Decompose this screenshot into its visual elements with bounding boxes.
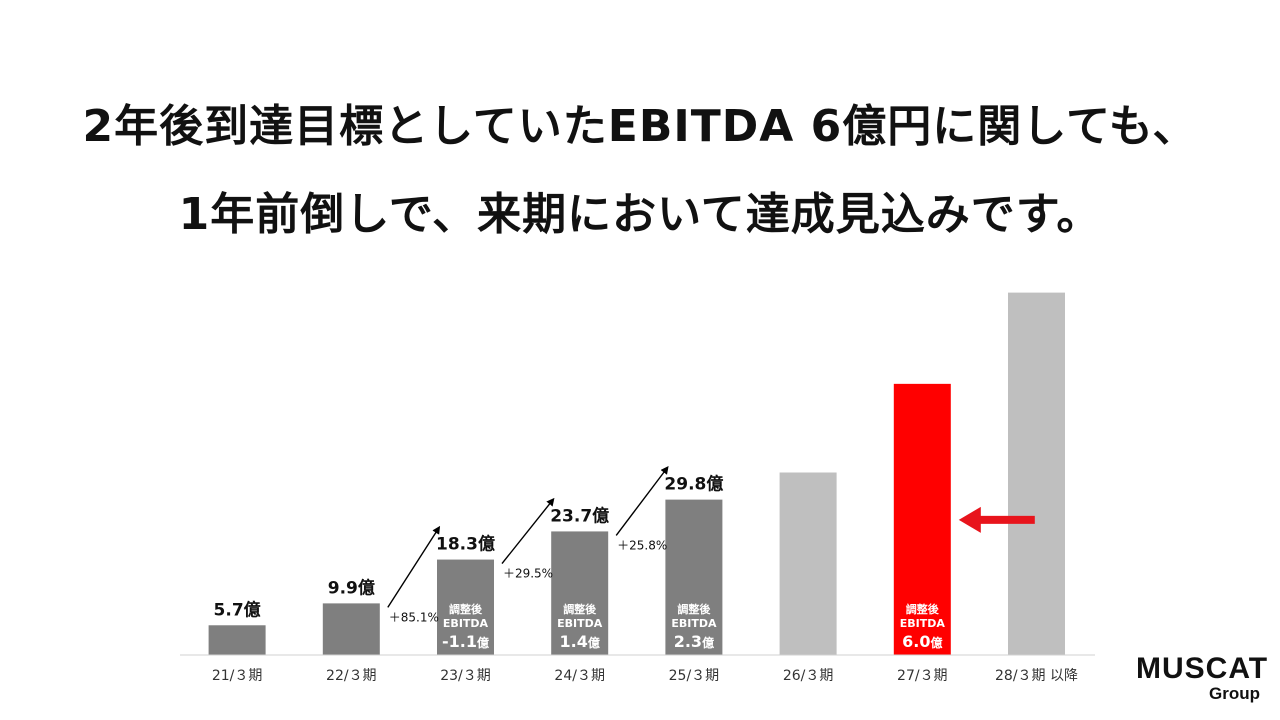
data-label: 29.8億 xyxy=(664,474,723,495)
logo-wordmark: MUSCAT xyxy=(1136,652,1269,685)
ebitda-value: -1.1億 xyxy=(442,632,489,651)
growth-label: ＋85.1% xyxy=(389,610,439,624)
highlight-arrow-shaft xyxy=(976,515,1035,524)
bar-21/３期 xyxy=(208,625,266,655)
growth-arrow xyxy=(501,497,555,565)
data-label: 23.7億 xyxy=(550,505,609,526)
growth-arrow xyxy=(387,525,441,608)
growth-arrow xyxy=(615,466,669,536)
highlight-arrow-head xyxy=(958,506,981,533)
ebitda-label-2: EBITDA xyxy=(671,617,717,630)
x-tick-label: 24/３期 xyxy=(554,668,605,684)
bar-28/３期 以降 xyxy=(1008,292,1065,655)
data-label: 9.9億 xyxy=(328,577,375,598)
muscat-group-logo: MUSCAT Group xyxy=(1136,652,1269,704)
x-tick-label: 22/３期 xyxy=(326,668,377,684)
data-label: 18.3億 xyxy=(436,534,495,555)
ebitda-label-1: 調整後 xyxy=(449,602,483,616)
growth-label: ＋29.5% xyxy=(503,567,553,581)
growth-label: ＋25.8% xyxy=(617,538,667,552)
x-tick-label: 25/３期 xyxy=(669,668,720,684)
bar-27/３期 xyxy=(893,383,951,655)
ebitda-value: 6.0億 xyxy=(902,632,942,651)
ebitda-value: 1.4億 xyxy=(560,632,600,651)
ebitda-label-1: 調整後 xyxy=(677,602,711,616)
bar-26/３期 xyxy=(779,472,837,655)
bar-23/３期 xyxy=(437,559,494,655)
bar-24/３期 xyxy=(551,531,609,655)
bar-25/３期 xyxy=(665,499,723,655)
x-tick-label: 26/３期 xyxy=(783,668,834,684)
ebitda-label-2: EBITDA xyxy=(900,617,946,630)
ebitda-value: 2.3億 xyxy=(674,632,714,651)
bar-22/３期 xyxy=(322,603,380,655)
ebitda-label-2: EBITDA xyxy=(557,617,603,630)
x-tick-label: 27/３期 xyxy=(897,668,948,684)
ebitda-label-2: EBITDA xyxy=(443,617,489,630)
logo-subtitle: Group xyxy=(1209,684,1260,703)
x-tick-label: 21/３期 xyxy=(212,668,263,684)
headline-line-2: 1年前倒しで、来期において達成見込みです。 xyxy=(178,189,1102,240)
ebitda-label-1: 調整後 xyxy=(563,602,597,616)
ebitda-label-1: 調整後 xyxy=(906,602,940,616)
data-label: 5.7億 xyxy=(214,599,261,620)
x-tick-label: 28/３期 以降 xyxy=(995,668,1078,684)
headline-line-1: 2年後到達目標としていたEBITDA 6億円に関しても、 xyxy=(82,101,1198,152)
x-tick-label: 23/３期 xyxy=(440,668,491,684)
